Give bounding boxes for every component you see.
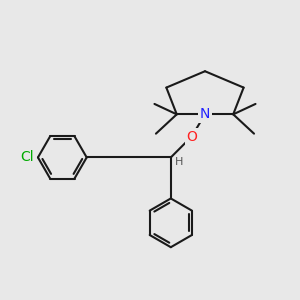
Text: H: H (175, 157, 183, 167)
Text: Cl: Cl (20, 150, 34, 164)
Text: O: O (186, 130, 197, 144)
Text: N: N (200, 107, 210, 121)
